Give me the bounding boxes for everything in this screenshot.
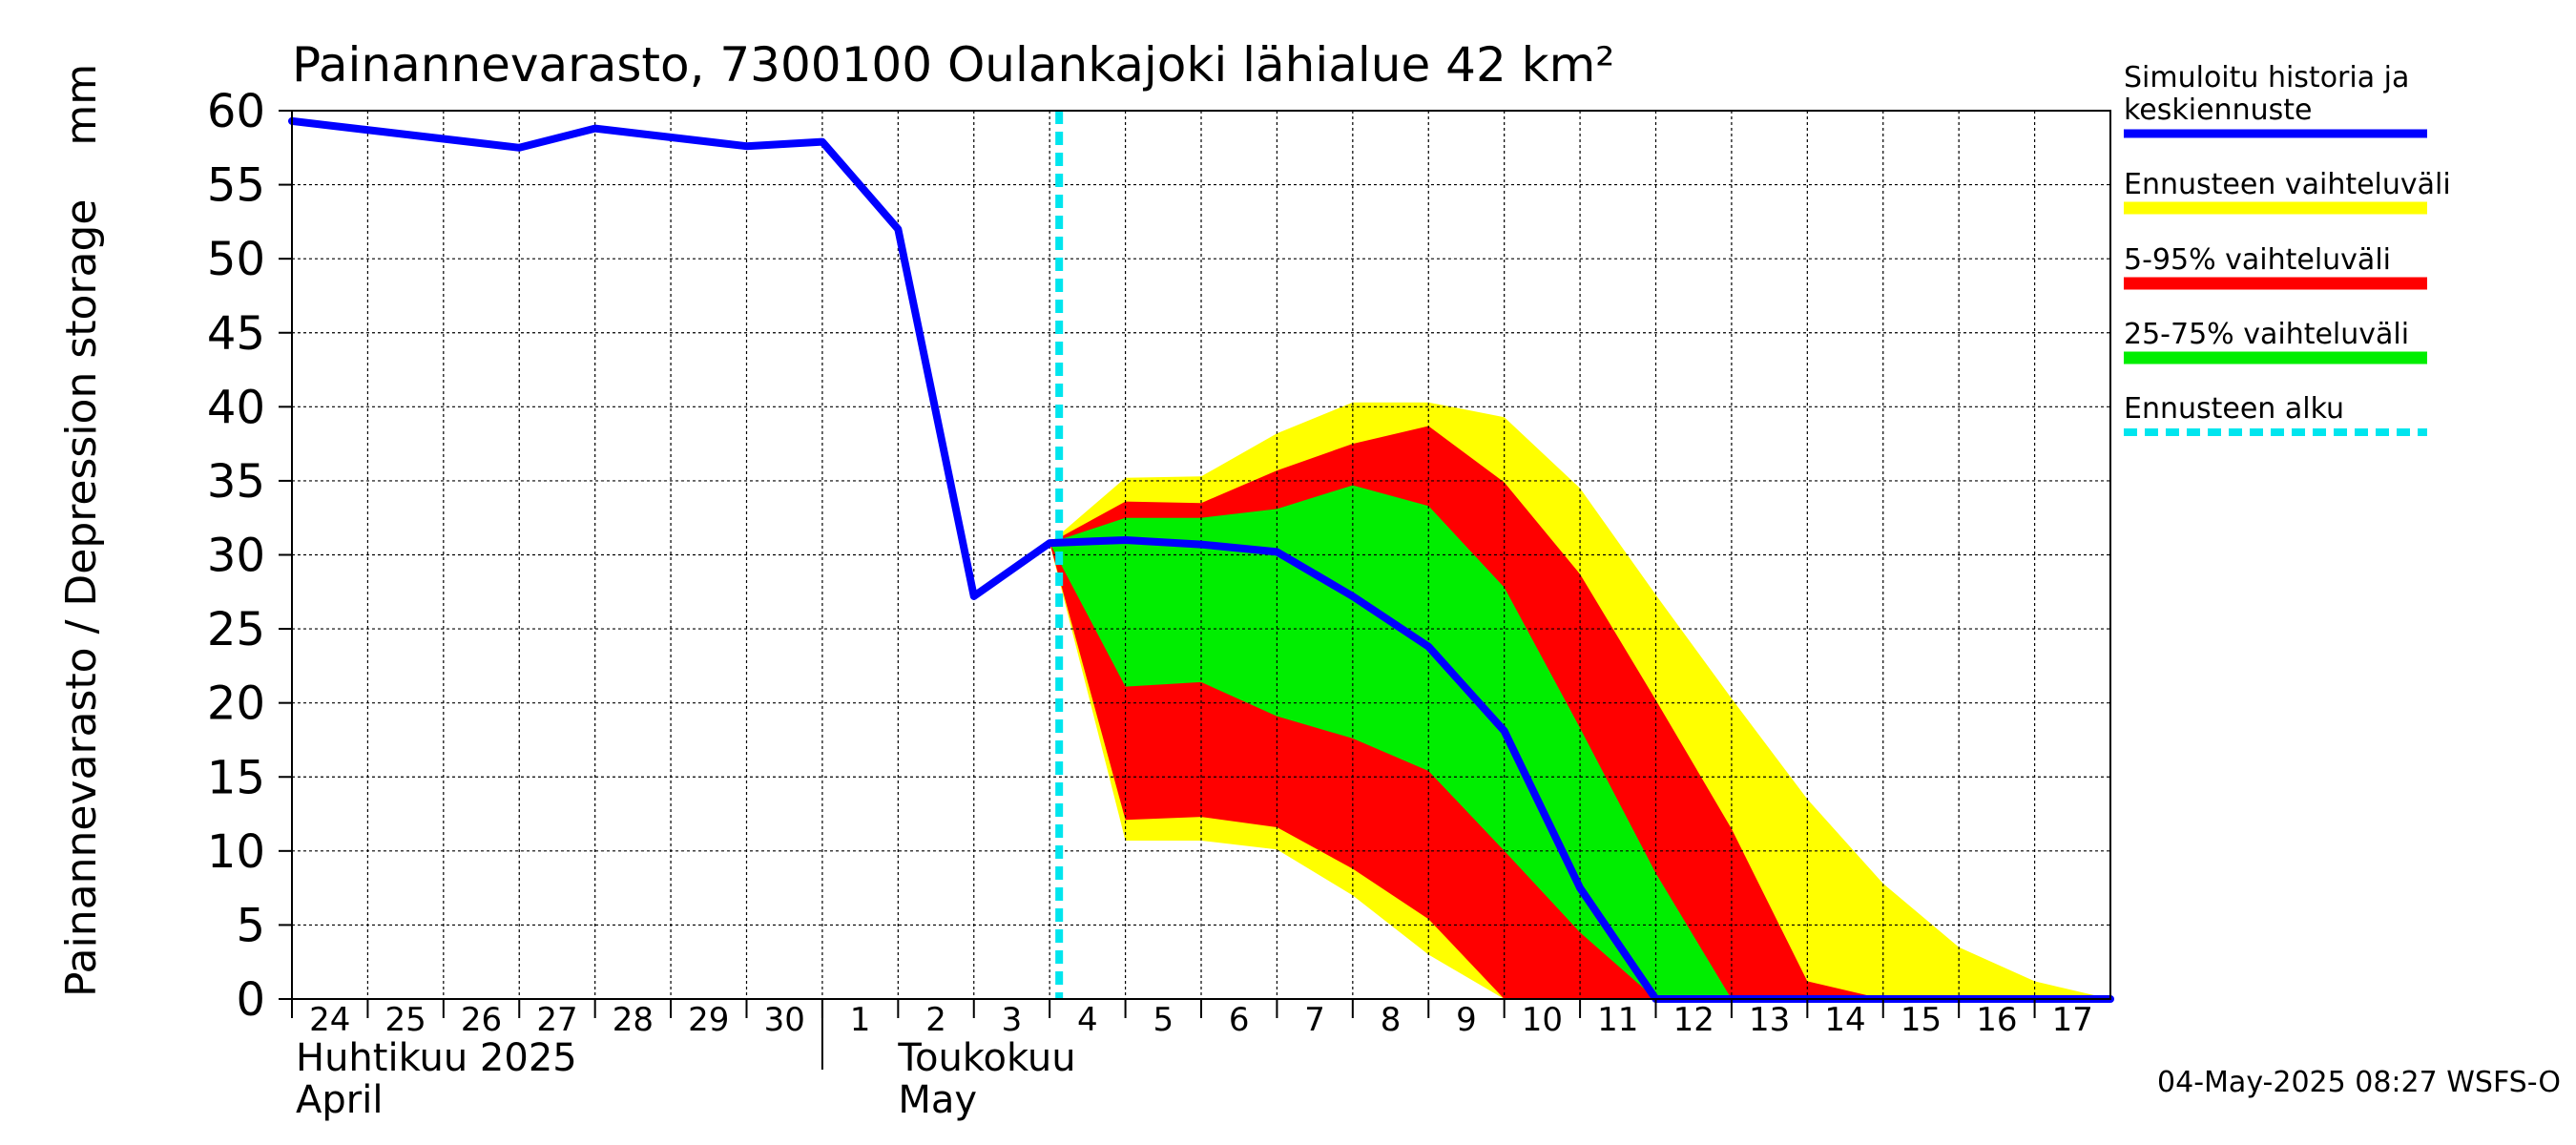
legend: Simuloitu historia ja keskiennuste Ennuste… (2124, 61, 2451, 436)
x-tick-label: 15 (1901, 1001, 1942, 1039)
y-axis-label: Painannevarasto / Depression storage mm (57, 64, 106, 997)
timestamp-footer: 04-May-2025 08:27 WSFS-O (2157, 1066, 2561, 1099)
x-tick-label: 8 (1381, 1001, 1402, 1039)
x-tick-label: 5 (1153, 1001, 1174, 1039)
series-line-median (288, 116, 2114, 1003)
legend-label: 5-95% vaihteluväli (2124, 243, 2391, 277)
month-label-en: May (898, 1078, 977, 1122)
x-tick-label: 10 (1522, 1001, 1563, 1039)
x-tick-label: 24 (309, 1001, 350, 1039)
y-tick-label: 45 (207, 307, 265, 361)
y-tick-label: 25 (207, 603, 265, 656)
x-tick-label: 11 (1597, 1001, 1638, 1039)
x-tick-label: 4 (1077, 1001, 1098, 1039)
y-tick-label: 15 (207, 751, 265, 804)
x-tick-label: 3 (1002, 1001, 1023, 1039)
x-tick-label: 9 (1456, 1001, 1477, 1039)
y-tick-label: 0 (236, 973, 265, 1027)
x-tick-label: 7 (1304, 1001, 1325, 1039)
x-tick-label: 13 (1749, 1001, 1790, 1039)
x-tick-label: 16 (1976, 1001, 2017, 1039)
x-tick-label: 2 (925, 1001, 946, 1039)
y-tick-label: 30 (207, 530, 265, 583)
x-tick-label: 14 (1824, 1001, 1865, 1039)
x-tick-label: 26 (461, 1001, 502, 1039)
chart-title: Painannevarasto, 7300100 Oulankajoki läh… (292, 37, 1614, 93)
x-tick-label: 27 (536, 1001, 577, 1039)
x-tick-label: 6 (1229, 1001, 1250, 1039)
y-tick-label: 35 (207, 455, 265, 509)
y-tick-label: 50 (207, 233, 265, 286)
legend-label: Ennusteen alku (2124, 392, 2344, 426)
grid (292, 111, 2110, 999)
x-tick-label: 17 (2052, 1001, 2093, 1039)
month-label-fi: Toukokuu (897, 1036, 1075, 1080)
series-lines (288, 111, 2114, 1003)
y-tick-label: 20 (207, 677, 265, 731)
x-tick-label: 28 (613, 1001, 654, 1039)
y-tick-label: 55 (207, 159, 265, 213)
legend-label: 25-75% vaihteluväli (2124, 318, 2409, 351)
y-tick-label: 60 (207, 85, 265, 138)
x-tick-label: 1 (850, 1001, 871, 1039)
x-tick-label: 30 (764, 1001, 805, 1039)
y-tick-label: 10 (207, 825, 265, 879)
x-tick-label: 29 (688, 1001, 729, 1039)
legend-label: Simuloitu historia ja keskiennuste (2124, 61, 2409, 127)
y-tick-label: 40 (207, 381, 265, 434)
y-tick-label: 5 (236, 899, 265, 952)
month-label-fi: Huhtikuu 2025 (296, 1036, 577, 1080)
legend-label: Ennusteen vaihteluväli (2124, 168, 2451, 201)
x-tick-label: 12 (1673, 1001, 1714, 1039)
month-label-en: April (296, 1078, 383, 1122)
x-tick-label: 25 (384, 1001, 426, 1039)
